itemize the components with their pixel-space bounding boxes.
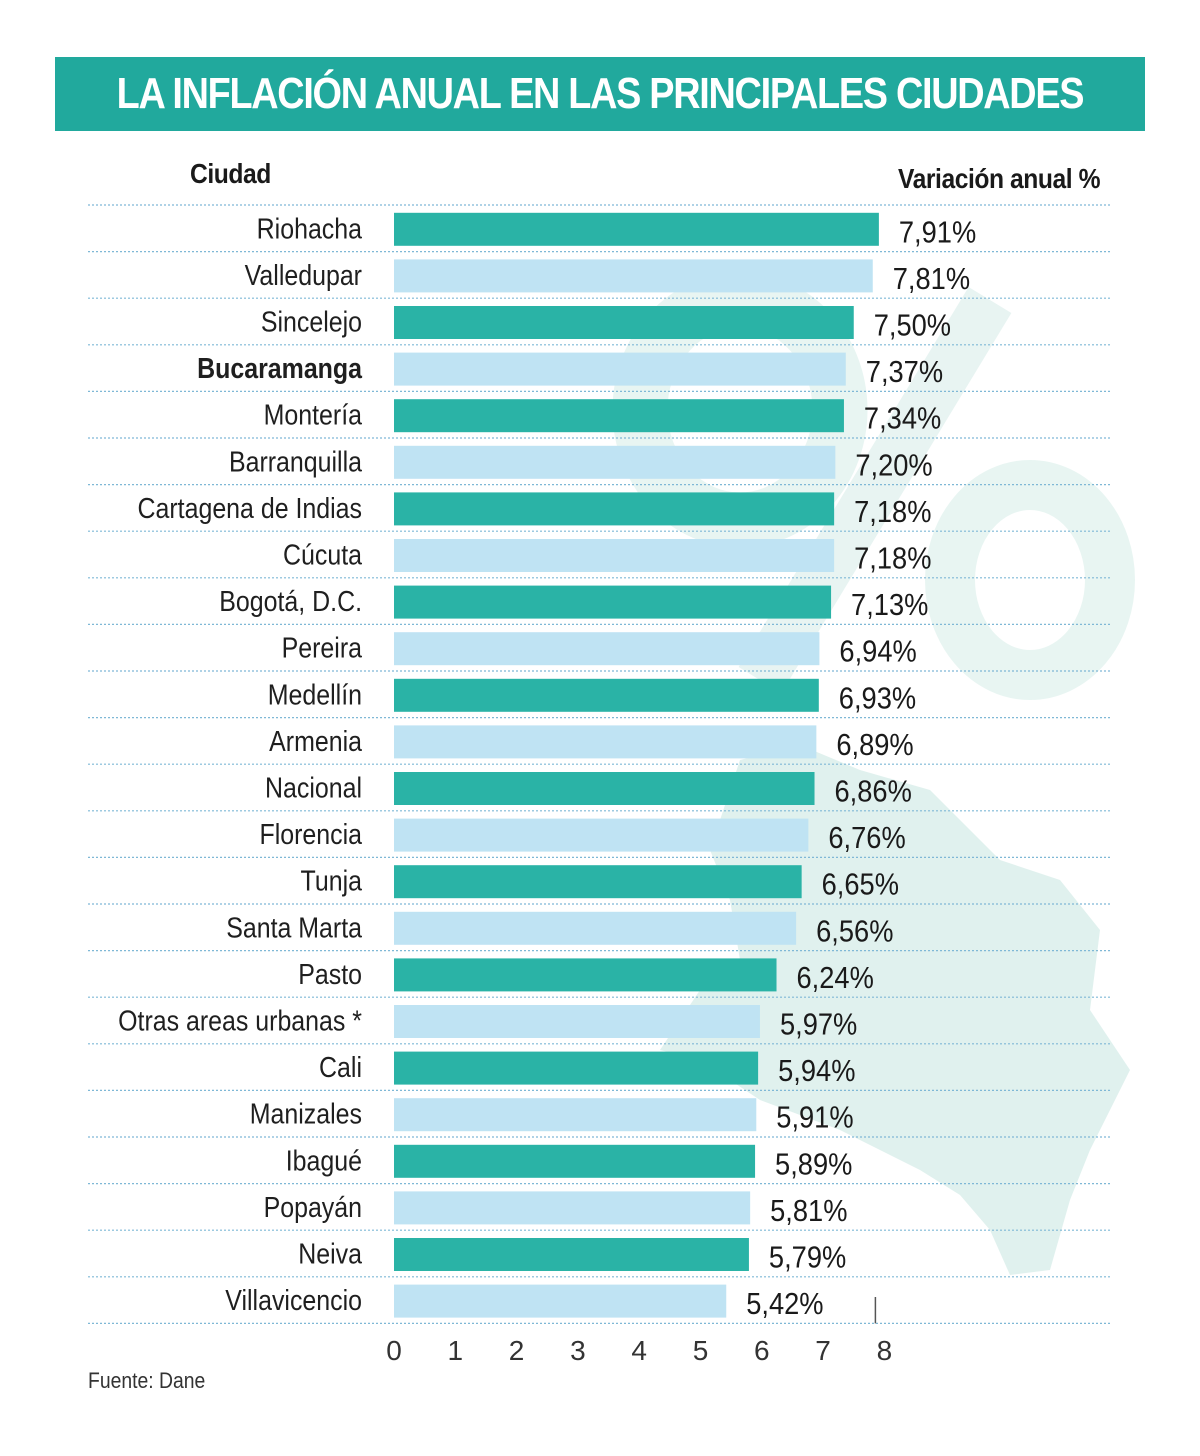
bar [394,1284,727,1318]
bar [394,911,797,945]
value-label: 6,94% [839,635,916,669]
bar [394,772,815,805]
category-label: Manizales [250,1098,362,1130]
category-label: Cali [319,1051,362,1083]
category-label: Montería [264,399,363,431]
value-label: 6,76% [828,822,905,856]
category-label: Valledupar [245,259,362,291]
value-label: 6,56% [816,915,893,949]
value-label: 7,18% [854,495,931,529]
bar [394,1051,759,1085]
bar [394,445,836,479]
x-tick-label: 3 [570,1335,586,1366]
value-label: 7,50% [874,309,951,343]
value-label: 5,81% [770,1194,847,1228]
x-tick-label: 5 [693,1335,709,1366]
x-tick-label: 4 [631,1335,647,1366]
value-label: 5,79% [769,1241,846,1275]
category-label: Pereira [282,632,363,664]
bar [394,725,817,759]
value-label: 7,20% [855,449,932,483]
bar [394,818,809,852]
category-label: Villavicencio [225,1284,362,1316]
chart-title: LA INFLACIÓN ANUAL EN LAS PRINCIPALES CI… [116,69,1085,118]
category-label: Tunja [301,865,363,897]
category-label: Armenia [269,725,363,757]
value-label: 6,86% [835,775,912,809]
value-label: 5,91% [776,1101,853,1135]
value-label: 6,93% [839,682,916,716]
category-label: Bogotá, D.C. [219,585,362,617]
value-label: 6,89% [836,728,913,762]
value-label: 5,89% [775,1148,852,1182]
category-label: Cartagena de Indias [138,492,362,524]
title-banner: LA INFLACIÓN ANUAL EN LAS PRINCIPALES CI… [55,57,1145,131]
x-tick-label: 8 [877,1335,893,1366]
category-label: Medellín [268,679,362,711]
value-label: 5,94% [778,1055,855,1089]
bar [394,259,873,293]
bar [394,1098,757,1132]
bar [394,539,835,572]
x-tick-label: 0 [386,1335,402,1366]
value-label: 5,42% [746,1288,823,1322]
bar [394,632,820,666]
bar [394,865,802,899]
value-label: 7,91% [899,216,976,250]
bar [394,492,835,526]
category-label: Florencia [259,818,362,850]
category-label: Cúcuta [283,539,363,571]
bar [394,1144,756,1178]
category-label: Riohacha [257,213,363,245]
value-label: 6,65% [822,868,899,902]
bar [394,212,879,246]
category-label: Ibagué [286,1145,362,1177]
category-label: Sincelejo [261,306,362,338]
x-tick-label: 2 [509,1335,525,1366]
x-tick-label: 1 [448,1335,464,1366]
bar [394,1238,749,1271]
x-tick-label: 7 [815,1335,831,1366]
category-label: Barranquilla [229,446,363,478]
bar [394,678,819,712]
category-label: Nacional [265,772,362,804]
bar [394,1005,760,1038]
x-tick-label: 6 [754,1335,770,1366]
value-label: 7,34% [864,402,941,436]
value-label: 6,24% [797,961,874,995]
category-label: Santa Marta [226,912,363,944]
category-label: Bucaramanga [197,352,363,384]
bar [394,1191,751,1225]
bar [394,585,832,619]
value-label: 7,18% [854,542,931,576]
category-label: Neiva [298,1238,363,1270]
category-label: Popayán [264,1191,362,1223]
source-note: Fuente: Dane [88,1368,206,1393]
value-label: 7,13% [851,589,928,623]
bar [394,399,844,433]
value-label: 7,81% [893,262,970,296]
value-label: 7,37% [866,356,943,390]
percent-sign-lower-circle [925,460,1135,700]
bar [394,958,777,992]
value-column-header: Variación anual % [898,163,1101,194]
category-label: Otras areas urbanas * [118,1005,362,1037]
value-label: 5,97% [780,1008,857,1042]
category-column-header: Ciudad [190,158,271,189]
bar [394,306,854,339]
bar [394,352,846,386]
category-label: Pasto [298,958,362,990]
